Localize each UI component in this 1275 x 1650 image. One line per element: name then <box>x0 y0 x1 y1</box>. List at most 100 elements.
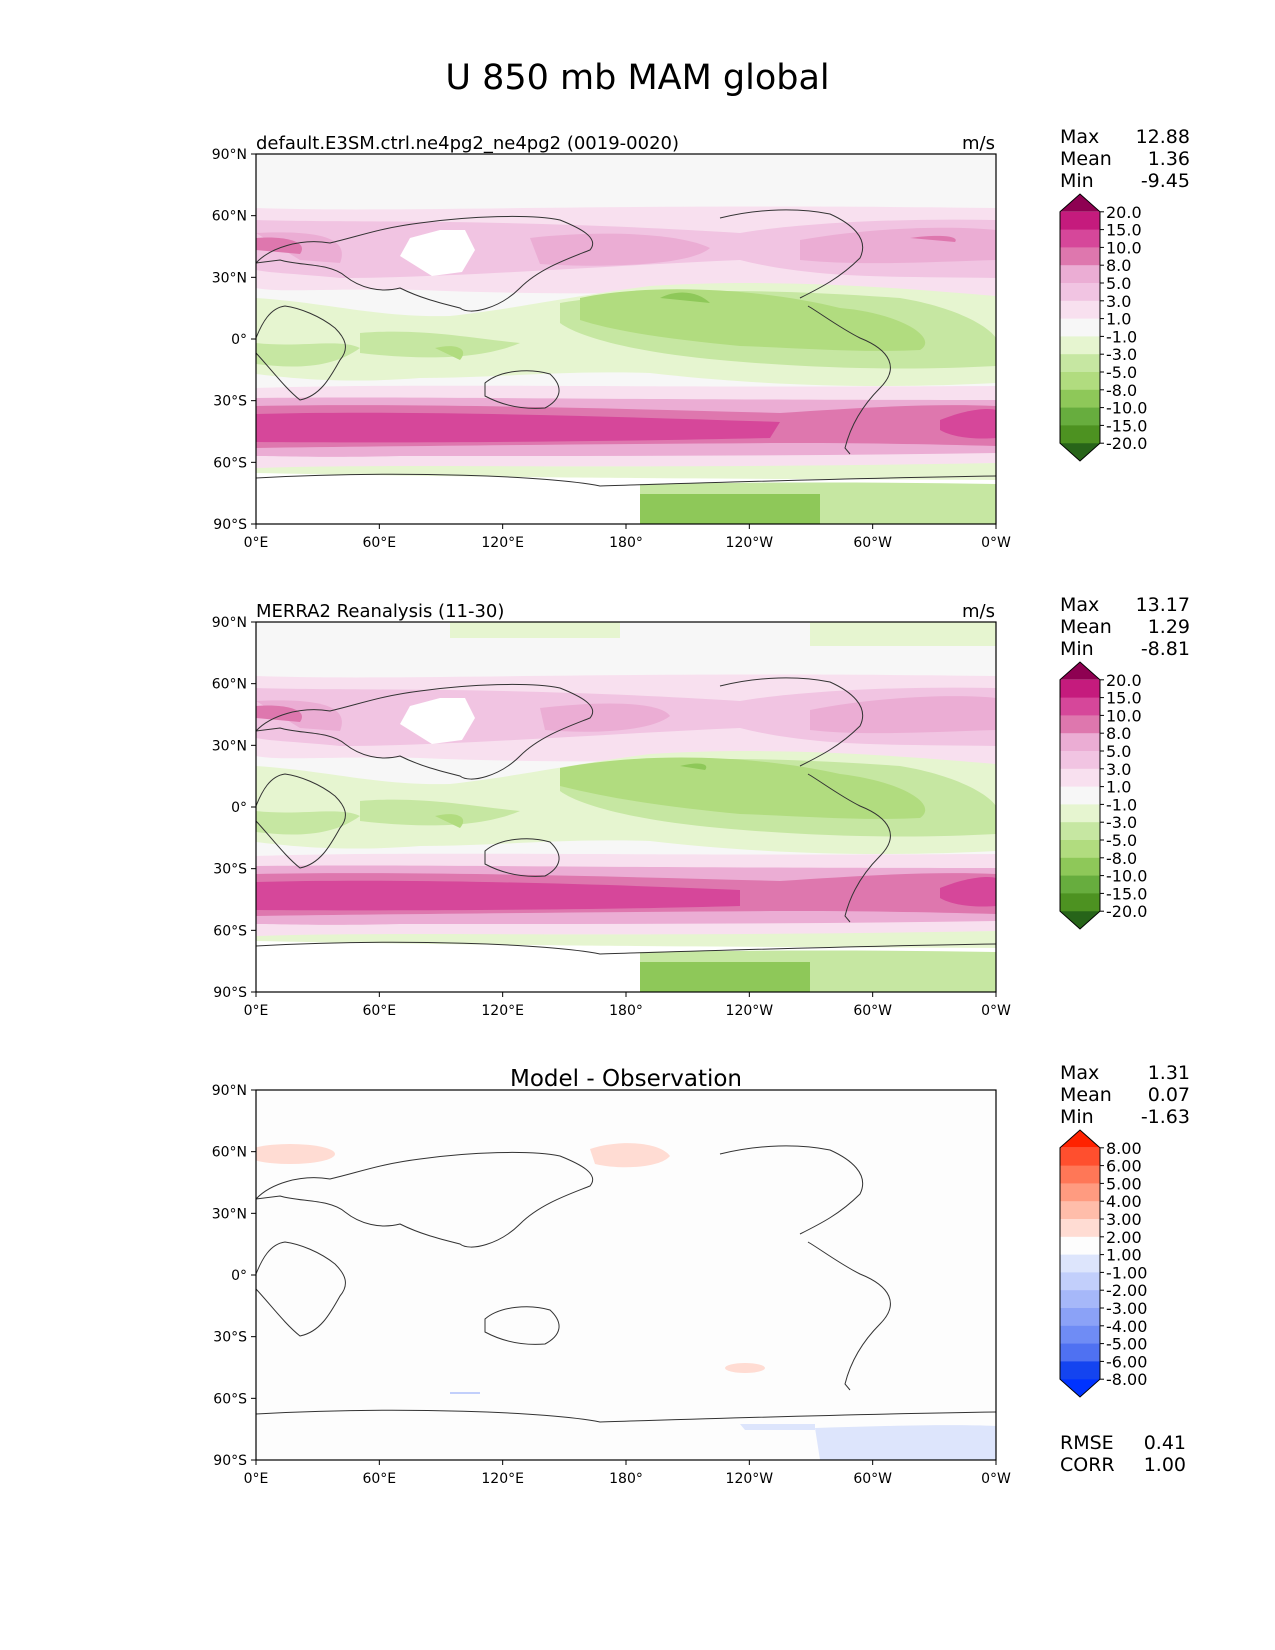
colorbar-label: 2.00 <box>1106 1228 1142 1247</box>
colorbar-segment <box>1060 857 1100 877</box>
stat-min-label: Min <box>1060 1106 1094 1128</box>
colorbar-segment <box>1060 875 1100 894</box>
colorbar-label: -15.0 <box>1106 884 1147 903</box>
lat-tick-label: 90°S <box>213 1453 247 1469</box>
lat-tick-label: 30°S <box>213 1330 247 1346</box>
colorbar-segment <box>1060 715 1100 734</box>
lat-tick-label: 30°N <box>212 270 247 286</box>
colorbar-segment <box>1060 768 1100 788</box>
lon-tick-label: 60°W <box>853 1003 892 1019</box>
colorbar-label: -3.00 <box>1106 1299 1147 1318</box>
lon-tick-label: 0°E <box>244 535 269 551</box>
colorbar-segment <box>1060 893 1100 912</box>
stats-box: Max 13.17 Mean 1.29 Min -8.81 <box>1060 594 1190 660</box>
colorbar-label: 20.0 <box>1106 671 1142 690</box>
lon-tick-label: 180° <box>609 1471 643 1487</box>
colorbar-segment <box>1060 389 1100 409</box>
colorbar-label: 1.0 <box>1106 310 1131 329</box>
colorbar-label: 1.00 <box>1106 1246 1142 1265</box>
lon-tick-label: 0°E <box>244 1471 269 1487</box>
colorbar-label: 3.0 <box>1106 292 1131 311</box>
colorbar-segment <box>1060 1219 1100 1238</box>
colorbar-label: 8.00 <box>1106 1139 1142 1158</box>
colorbar-extend-top <box>1060 194 1100 212</box>
model-map-svg: 90°N 60°N 30°N 0° 30°S 60°S 90°S 0°E 60°E 120°E 1… <box>212 147 1148 551</box>
colorbar-label: -10.0 <box>1106 867 1147 886</box>
diff-panel: Model - Observation Max 1.31 Mean 0.07 Min… <box>0 1062 1275 1544</box>
model-field <box>256 154 996 524</box>
colorbar-label: -15.0 <box>1106 416 1147 435</box>
colorbar-segment <box>1060 804 1100 823</box>
colorbar-label: 6.00 <box>1106 1157 1142 1176</box>
obs-field <box>256 622 996 992</box>
lat-tick-label: 60°S <box>213 1391 247 1407</box>
colorbar-label: 4.00 <box>1106 1192 1142 1211</box>
stat-max-value: 12.88 <box>1135 126 1190 148</box>
lat-tick-label: 60°S <box>213 923 247 939</box>
coastlines <box>256 677 996 955</box>
lon-tick-label: 0°W <box>981 535 1011 551</box>
colorbar-label: 3.0 <box>1106 760 1131 779</box>
colorbar-extend-bottom <box>1060 1379 1100 1397</box>
stat-max-value: 13.17 <box>1135 594 1190 616</box>
colorbar: 20.015.010.08.05.03.01.0-1.0-3.0-5.0-8.0… <box>1059 193 1147 462</box>
colorbar-segment <box>1060 697 1100 716</box>
stat-max-label: Max <box>1060 126 1100 148</box>
colorbar-label: 8.0 <box>1106 256 1131 275</box>
lat-tick-label: 60°N <box>212 209 247 225</box>
colorbar-label: 20.0 <box>1106 203 1142 222</box>
colorbar-label: -5.0 <box>1106 363 1137 382</box>
diff-field <box>256 1090 996 1460</box>
colorbar-extend-bottom <box>1060 443 1100 461</box>
colorbar-label: -1.00 <box>1106 1263 1147 1282</box>
colorbar-segment <box>1060 265 1100 284</box>
colorbar-extend-bottom <box>1060 911 1100 929</box>
stat-max-value: 1.31 <box>1147 1062 1190 1084</box>
lon-tick-label: 180° <box>609 1003 643 1019</box>
colorbar-label: -8.0 <box>1106 381 1137 400</box>
stats-box: Max 12.88 Mean 1.36 Min -9.45 <box>1060 126 1190 192</box>
coastlines <box>256 1145 996 1423</box>
lon-tick-label: 60°W <box>853 535 892 551</box>
lon-tick-label: 60°E <box>362 1471 396 1487</box>
colorbar-segment <box>1060 336 1100 355</box>
rmse-label: RMSE <box>1060 1432 1114 1454</box>
diff-panel-title: Model - Observation <box>509 1066 743 1092</box>
colorbar-segment <box>1060 1201 1100 1220</box>
lat-axis: 90°N 60°N 30°N 0° 30°S 60°S 90°S <box>212 615 256 1001</box>
colorbar-label: -20.0 <box>1106 434 1147 453</box>
colorbar-label: 1.0 <box>1106 778 1131 797</box>
colorbar-segment <box>1060 1343 1100 1362</box>
stat-min-value: -8.81 <box>1140 638 1190 660</box>
lon-tick-label: 0°W <box>981 1471 1011 1487</box>
colorbar-segment <box>1060 1325 1100 1345</box>
colorbar-label: -10.0 <box>1106 399 1147 418</box>
colorbar-segment <box>1060 786 1100 805</box>
colorbar-label: -3.0 <box>1106 345 1137 364</box>
lat-tick-label: 60°S <box>213 455 247 471</box>
stat-min-value: -1.63 <box>1140 1106 1190 1128</box>
lon-tick-label: 120°E <box>481 535 524 551</box>
colorbar-segment <box>1060 1165 1100 1184</box>
stat-mean-value: 1.36 <box>1147 148 1190 170</box>
colorbar-segment <box>1060 1183 1100 1202</box>
lon-tick-label: 0°E <box>244 1003 269 1019</box>
lat-tick-label: 30°S <box>213 862 247 878</box>
colorbar-label: 15.0 <box>1106 689 1142 708</box>
colorbar-label: -1.0 <box>1106 795 1137 814</box>
colorbar-label: -5.0 <box>1106 831 1137 850</box>
colorbar-segment <box>1060 283 1100 302</box>
colorbar-segment <box>1060 1272 1100 1291</box>
colorbar-segment <box>1060 751 1100 770</box>
colorbar-label: -5.00 <box>1106 1335 1147 1354</box>
stat-mean-label: Mean <box>1060 148 1112 170</box>
colorbar-label: 8.0 <box>1106 724 1131 743</box>
colorbar: 8.006.005.004.003.002.001.00-1.00-2.00-3… <box>1059 1129 1147 1398</box>
lon-tick-label: 60°E <box>362 535 396 551</box>
colorbar-label: 5.00 <box>1106 1174 1142 1193</box>
colorbar-segment <box>1060 1308 1100 1327</box>
diff-map-svg: 90°N 60°N 30°N 0° 30°S 60°S 90°S 0°E 60°E 120°E 1… <box>212 1083 1148 1487</box>
colorbar-label: 5.0 <box>1106 274 1131 293</box>
stat-min-label: Min <box>1060 638 1094 660</box>
colorbar-segment <box>1060 354 1100 373</box>
